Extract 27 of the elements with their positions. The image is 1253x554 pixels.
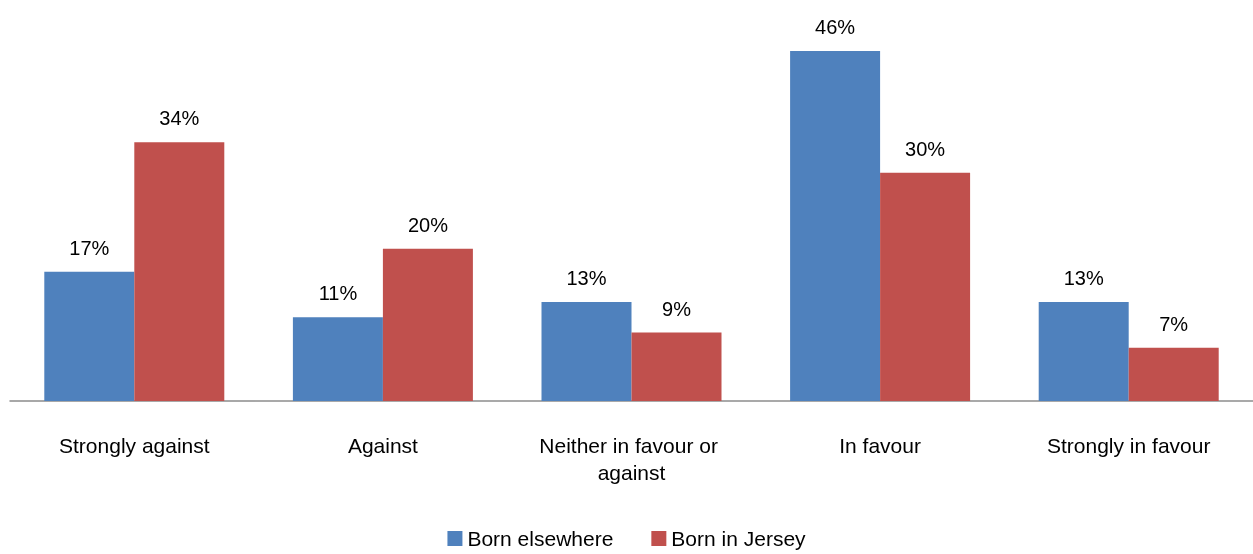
data-label: 46% <box>815 16 856 38</box>
bar <box>292 317 383 401</box>
bar <box>134 142 225 401</box>
data-label: 30% <box>905 137 946 160</box>
data-label: 13% <box>1063 267 1104 290</box>
x-tick-label: Strongly against <box>59 434 210 457</box>
x-tick-label: Strongly in favour <box>1046 434 1211 457</box>
data-label: 34% <box>159 107 200 130</box>
bar <box>382 248 473 401</box>
data-label: 20% <box>407 213 449 236</box>
bar <box>1128 347 1219 401</box>
legend-label: Born elsewhere <box>467 527 614 550</box>
data-label: 7% <box>1159 312 1189 335</box>
data-label: 9% <box>662 297 692 320</box>
bar <box>44 271 135 401</box>
legend-label: Born in Jersey <box>671 527 807 550</box>
x-tick-label: Against <box>347 434 419 457</box>
bar <box>1038 302 1129 401</box>
x-tick-label: In favour <box>839 434 921 457</box>
data-label: 11% <box>318 282 358 305</box>
bar <box>541 302 632 401</box>
data-label: 13% <box>566 267 607 290</box>
data-label: 17% <box>69 236 110 259</box>
x-tick-label: Neither in favour or against <box>539 434 724 484</box>
bar <box>880 172 971 401</box>
bar <box>790 51 881 401</box>
bar <box>631 332 722 401</box>
